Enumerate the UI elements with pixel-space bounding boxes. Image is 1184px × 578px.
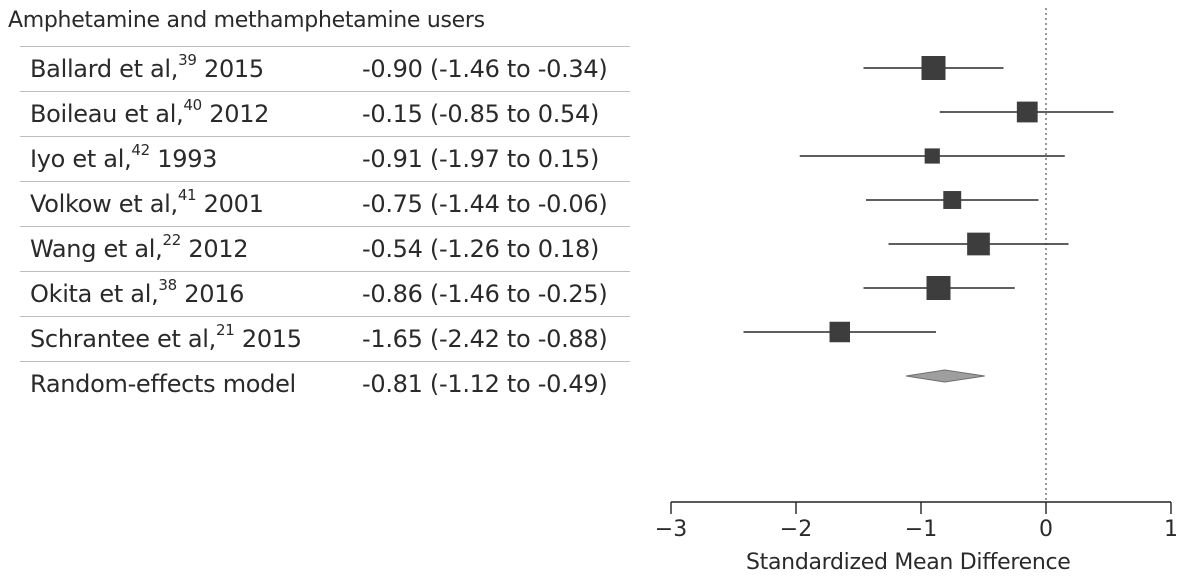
table-row: Iyo et al,42 1993 -0.91 (-1.97 to 0.15)	[20, 136, 630, 181]
effect-size-ci: -0.86 (-1.46 to -0.25)	[362, 280, 608, 308]
table-row: Volkow et al,41 2001 -0.75 (-1.44 to -0.…	[20, 181, 630, 226]
study-marker	[926, 276, 951, 300]
study-year: 2001	[203, 190, 264, 218]
study-ref: 41	[177, 186, 197, 204]
study-ref: 39	[178, 51, 197, 69]
study-marker	[829, 321, 850, 343]
study-marker	[967, 232, 990, 256]
study-year: 2015	[203, 55, 264, 83]
study-year: 2015	[241, 325, 302, 353]
study-label: Wang et al,22 2012	[30, 231, 249, 263]
effect-size-ci: -0.54 (-1.26 to 0.18)	[362, 235, 600, 263]
table-row: Wang et al,22 2012 -0.54 (-1.26 to 0.18)	[20, 226, 630, 271]
study-label: Okita et al,38 2016	[30, 276, 245, 308]
effect-size-ci: -0.90 (-1.46 to -0.34)	[362, 55, 608, 83]
study-name: Iyo et al,	[30, 145, 132, 173]
x-tick-label: 0	[1039, 517, 1053, 542]
study-label: Iyo et al,42 1993	[30, 141, 218, 173]
study-year: 1993	[157, 145, 218, 173]
study-label: Ballard et al,39 2015	[30, 51, 264, 83]
study-marker	[943, 191, 962, 209]
table-row: Okita et al,38 2016 -0.86 (-1.46 to -0.2…	[20, 271, 630, 316]
group-title: Amphetamine and methamphetamine users	[8, 8, 485, 33]
study-marker	[921, 56, 946, 80]
pooled-diamond	[905, 369, 985, 383]
study-table: Ballard et al,39 2015 -0.90 (-1.46 to -0…	[20, 46, 630, 406]
study-label: Volkow et al,41 2001	[30, 186, 264, 218]
x-tick-label: −1	[905, 517, 937, 542]
study-name: Okita et al,	[30, 280, 159, 308]
effect-size-ci: -1.65 (-2.42 to -0.88)	[362, 325, 608, 353]
study-label: Boileau et al,40 2012	[30, 96, 270, 128]
study-name: Schrantee et al,	[30, 325, 217, 353]
table-row: Schrantee et al,21 2015 -1.65 (-2.42 to …	[20, 316, 630, 361]
study-marker	[1016, 101, 1038, 123]
study-year: 2012	[188, 235, 249, 263]
study-name: Volkow et al,	[30, 190, 178, 218]
x-tick-label: 1	[1164, 517, 1178, 542]
pooled-row: Random-effects model -0.81 (-1.12 to -0.…	[20, 361, 630, 406]
study-year: 2012	[209, 100, 270, 128]
x-tick-label: −3	[655, 517, 687, 542]
pooled-effect-ci: -0.81 (-1.12 to -0.49)	[362, 370, 608, 398]
study-ref: 42	[131, 141, 150, 159]
study-ref: 22	[162, 231, 182, 249]
study-name: Wang et al,	[30, 235, 163, 263]
study-marker	[924, 148, 940, 164]
study-name: Boileau et al,	[30, 100, 184, 128]
effect-size-ci: -0.15 (-0.85 to 0.54)	[362, 100, 600, 128]
study-ref: 38	[158, 276, 177, 294]
effect-size-ci: -0.91 (-1.97 to 0.15)	[362, 145, 600, 173]
table-row: Ballard et al,39 2015 -0.90 (-1.46 to -0…	[20, 46, 630, 91]
table-row: Boileau et al,40 2012 -0.15 (-0.85 to 0.…	[20, 91, 630, 136]
x-axis-label: Standardized Mean Difference	[746, 550, 1071, 575]
study-ref: 40	[183, 96, 202, 114]
pooled-label: Random-effects model	[30, 370, 296, 398]
x-tick-label: −2	[780, 517, 812, 542]
study-name: Ballard et al,	[30, 55, 179, 83]
study-year: 2016	[184, 280, 245, 308]
study-ref: 21	[216, 321, 235, 339]
effect-size-ci: -0.75 (-1.44 to -0.06)	[362, 190, 608, 218]
study-label: Schrantee et al,21 2015	[30, 321, 302, 353]
